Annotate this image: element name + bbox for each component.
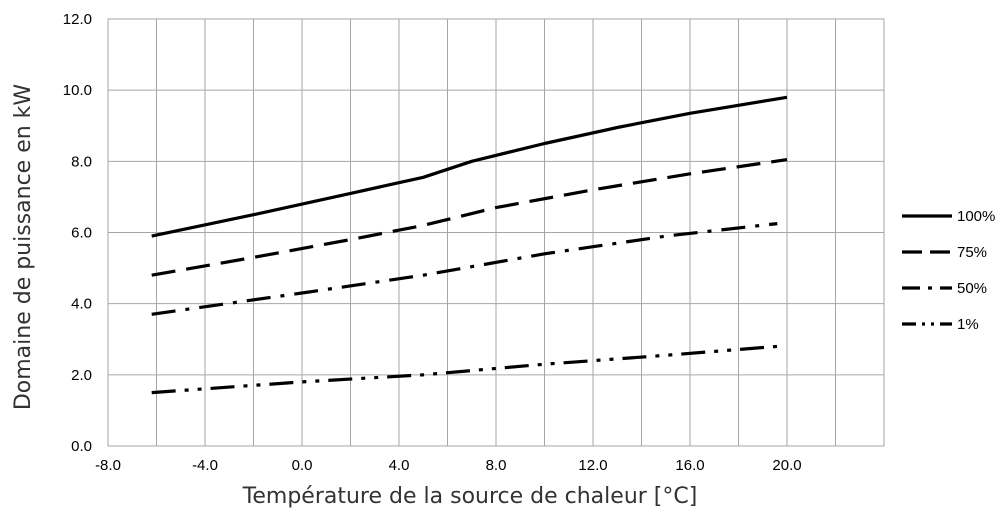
legend-label: 50%: [957, 280, 987, 297]
series-lines: [151, 95, 788, 395]
x-tick-label: 0.0: [292, 457, 313, 474]
x-tick-label: 8.0: [486, 457, 507, 474]
x-tick-label: 12.0: [578, 457, 607, 474]
x-tick-label: 4.0: [389, 457, 410, 474]
legend-label: 1%: [957, 316, 979, 333]
y-tick-labels: 0.0 2.0 4.0 6.0 8.0 10.0 12.0: [63, 11, 92, 455]
y-tick-label: 0.0: [71, 438, 92, 455]
y-tick-label: 2.0: [71, 367, 92, 384]
x-tick-label: 16.0: [675, 457, 704, 474]
legend: 100% 75% 50% 1%: [902, 208, 995, 333]
x-tick-label: -8.0: [95, 457, 121, 474]
series-line-50-pct: [151, 222, 778, 316]
y-tick-label: 4.0: [71, 296, 92, 313]
y-tick-label: 8.0: [71, 153, 92, 170]
x-axis-title: Température de la source de chaleur [°C]: [242, 484, 698, 509]
series-line-75-pct: [151, 158, 788, 277]
series-line-1-pct: [151, 344, 778, 395]
series-line-100-pct: [151, 95, 788, 238]
grid-lines: [107, 18, 885, 447]
x-tick-labels: -8.0 -4.0 0.0 4.0 8.0 12.0 16.0 20.0: [95, 457, 802, 474]
y-tick-label: 12.0: [63, 11, 92, 28]
legend-label: 75%: [957, 244, 987, 261]
y-axis-title: Domaine de puissance en kW: [11, 84, 36, 411]
y-tick-label: 6.0: [71, 225, 92, 242]
plot-frame: [107, 18, 885, 447]
legend-label: 100%: [957, 208, 995, 225]
x-tick-label: -4.0: [192, 457, 218, 474]
x-tick-label: 20.0: [772, 457, 801, 474]
y-tick-label: 10.0: [63, 82, 92, 99]
